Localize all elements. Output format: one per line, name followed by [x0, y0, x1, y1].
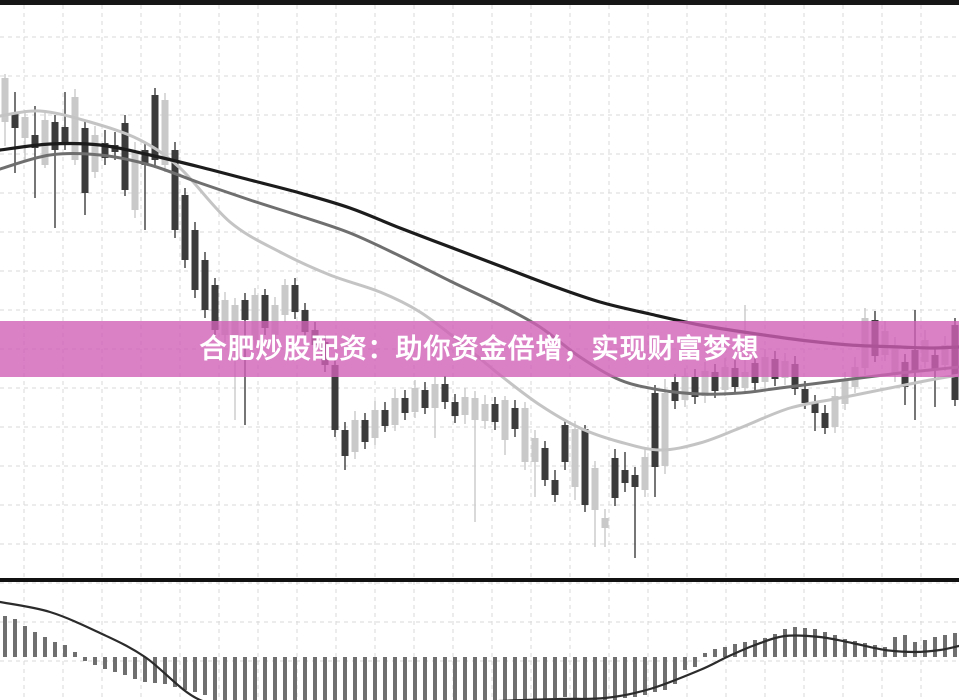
panel-separator — [0, 578, 959, 582]
top-border-bar — [0, 0, 959, 5]
promo-banner-text: 合肥炒股配资：助你资金倍增，实现财富梦想 — [199, 333, 760, 364]
macd-histogram — [3, 616, 957, 700]
promo-banner[interactable]: 合肥炒股配资：助你资金倍增，实现财富梦想 — [0, 321, 959, 377]
macd-signal-line — [0, 600, 959, 700]
